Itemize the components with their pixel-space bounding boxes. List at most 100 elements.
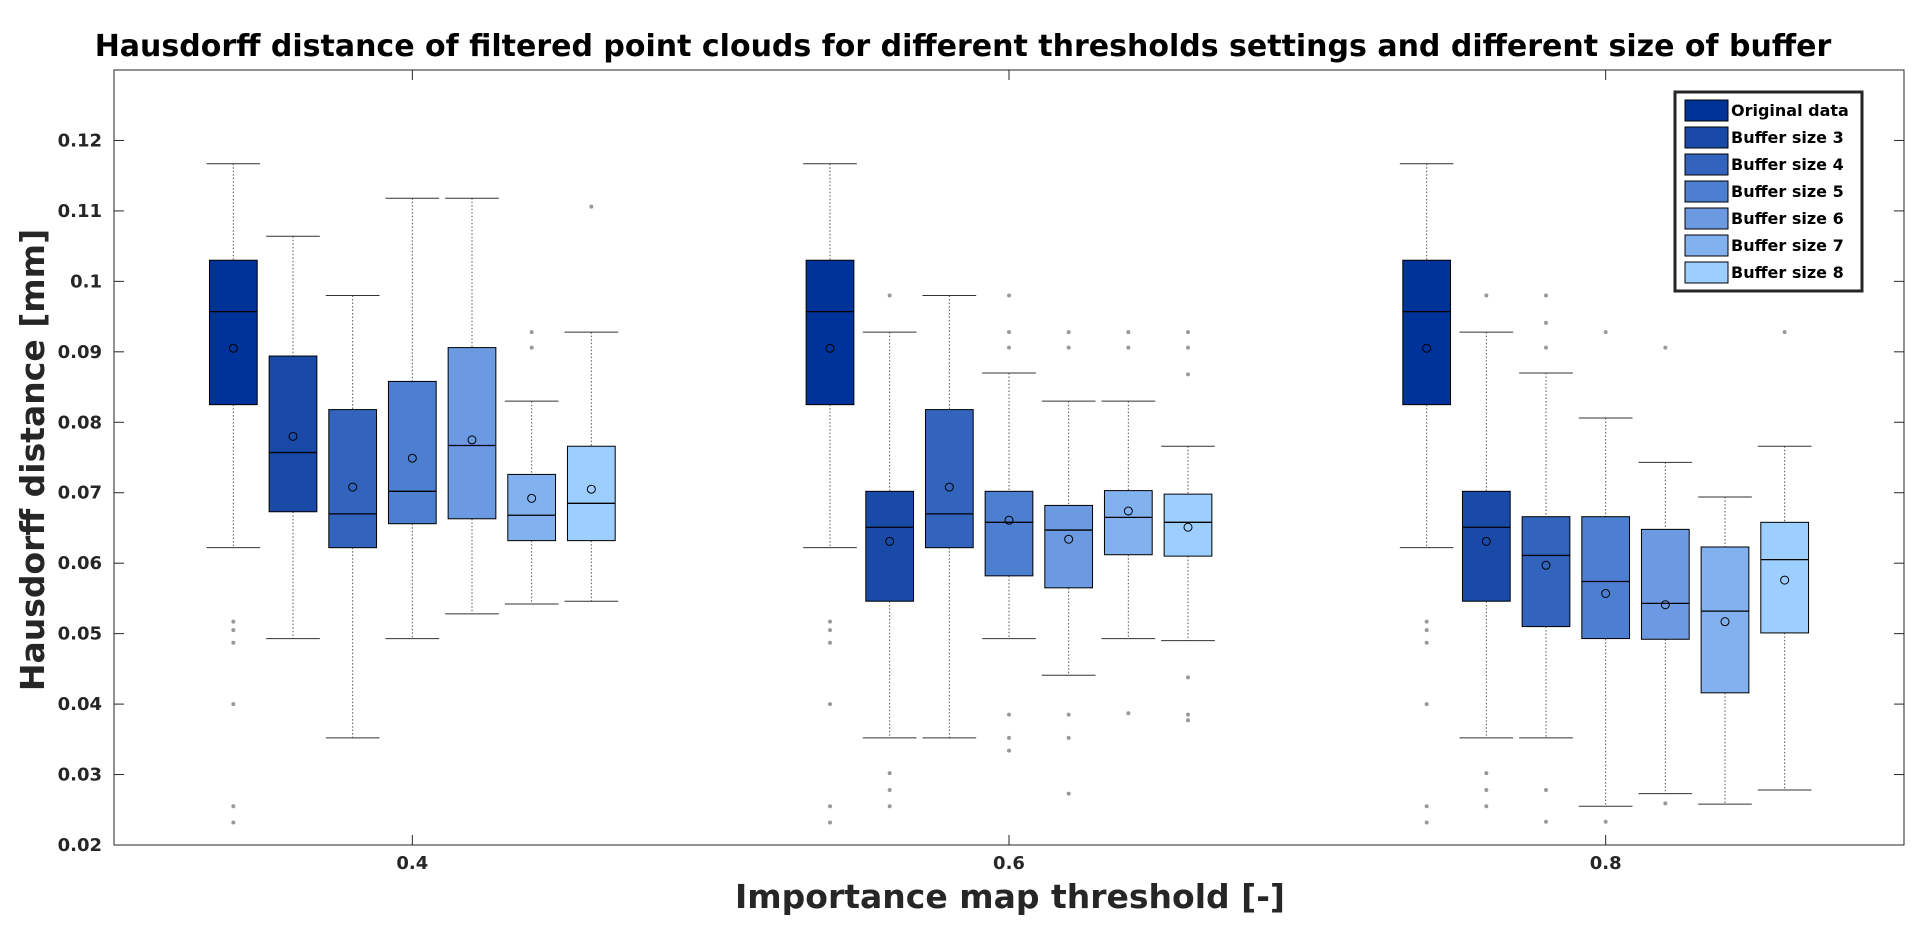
outlier-point <box>1007 712 1011 717</box>
box <box>1640 528 1690 640</box>
outlier-point <box>1066 330 1071 335</box>
outlier-point <box>1126 330 1131 335</box>
outlier-point <box>828 640 832 645</box>
mean-marker <box>467 435 477 445</box>
legend-label: Buffer size 8 <box>1731 263 1844 282</box>
mean-marker <box>1064 534 1074 544</box>
mean-marker <box>288 431 298 441</box>
legend-swatch <box>1684 153 1729 176</box>
outlier-point <box>887 804 892 809</box>
outlier-point <box>1066 735 1071 740</box>
mean-marker <box>1601 588 1611 598</box>
outlier-point <box>1066 712 1071 717</box>
box <box>984 490 1034 577</box>
mean-marker <box>586 484 596 494</box>
box <box>924 409 974 549</box>
outlier-point <box>1186 372 1190 377</box>
outlier-point <box>828 820 832 825</box>
mean-marker <box>1481 536 1491 546</box>
y-tick-label: 0.02 <box>58 835 102 856</box>
outlier-point <box>1186 675 1190 680</box>
legend-label: Buffer size 6 <box>1731 209 1844 228</box>
outlier-point <box>1544 788 1548 793</box>
mean-marker <box>1123 506 1133 516</box>
outlier-point <box>231 804 236 809</box>
y-tick-label: 0.12 <box>58 130 102 151</box>
outlier-point <box>1007 330 1011 335</box>
outlier-point <box>589 204 594 209</box>
mean-marker <box>1541 560 1551 570</box>
outlier-point <box>1424 619 1429 624</box>
outlier-point <box>887 788 892 793</box>
box <box>1521 516 1571 628</box>
outlier-point <box>1007 735 1011 740</box>
outlier-point <box>828 619 832 624</box>
outlier-point <box>529 345 534 350</box>
outlier-point <box>1782 330 1787 335</box>
mean-marker <box>228 343 238 353</box>
y-tick-label: 0.06 <box>58 553 102 574</box>
mean-marker <box>1004 515 1014 525</box>
legend-label: Buffer size 7 <box>1731 236 1844 255</box>
outlier-point <box>1186 330 1190 335</box>
outlier-point <box>231 619 236 624</box>
mean-marker <box>825 343 835 353</box>
x-axis-label: Importance map threshold [-] <box>735 877 1285 916</box>
box <box>1700 546 1750 694</box>
outlier-point <box>231 702 236 707</box>
chart-title: Hausdorff distance of filtered point clo… <box>95 29 1832 64</box>
outlier-point <box>1484 771 1489 776</box>
mean-marker <box>348 482 358 492</box>
box <box>805 259 855 406</box>
legend-swatch <box>1684 126 1729 149</box>
mean-marker <box>1422 343 1432 353</box>
outlier-point <box>1066 791 1071 796</box>
outlier-point <box>1424 804 1429 809</box>
x-tick-label: 0.8 <box>1590 853 1622 874</box>
outlier-point <box>1544 320 1548 325</box>
outlier-point <box>887 293 892 298</box>
box <box>1163 493 1213 557</box>
mean-marker <box>527 493 537 503</box>
mean-marker <box>1780 575 1790 585</box>
outlier-point <box>828 702 832 707</box>
legend-swatch <box>1684 261 1729 284</box>
outlier-point <box>1186 712 1190 717</box>
legend-swatch <box>1684 207 1729 230</box>
legend-label: Buffer size 3 <box>1731 128 1844 147</box>
legend-swatch <box>1684 180 1729 203</box>
outlier-point <box>1007 748 1011 753</box>
box <box>1044 504 1094 589</box>
mean-marker <box>1720 617 1730 627</box>
legend-label: Buffer size 5 <box>1731 182 1844 201</box>
y-tick-label: 0.07 <box>58 483 102 504</box>
y-tick-label: 0.1 <box>70 271 102 292</box>
box <box>447 347 497 520</box>
outlier-point <box>1544 345 1548 350</box>
outlier-point <box>529 330 534 335</box>
outlier-point <box>1186 718 1190 723</box>
mean-marker <box>885 536 895 546</box>
outlier-point <box>1484 788 1489 793</box>
outlier-point <box>1424 820 1429 825</box>
outlier-point <box>1424 640 1429 645</box>
y-tick-label: 0.11 <box>58 201 102 222</box>
outlier-point <box>1603 819 1608 824</box>
mean-marker <box>944 482 954 492</box>
mean-marker <box>1660 600 1670 610</box>
mean-marker <box>407 453 417 463</box>
outlier-point <box>1424 702 1429 707</box>
box <box>1103 490 1153 556</box>
outlier-point <box>1663 345 1668 350</box>
box <box>268 355 318 513</box>
box <box>865 490 915 602</box>
box <box>328 409 378 549</box>
x-tick-label: 0.6 <box>993 853 1025 874</box>
outlier-point <box>1484 804 1489 809</box>
outlier-point <box>1007 345 1011 350</box>
outlier-point <box>231 820 236 825</box>
outlier-point <box>1544 293 1548 298</box>
box <box>566 445 616 542</box>
mean-marker <box>1183 522 1193 532</box>
